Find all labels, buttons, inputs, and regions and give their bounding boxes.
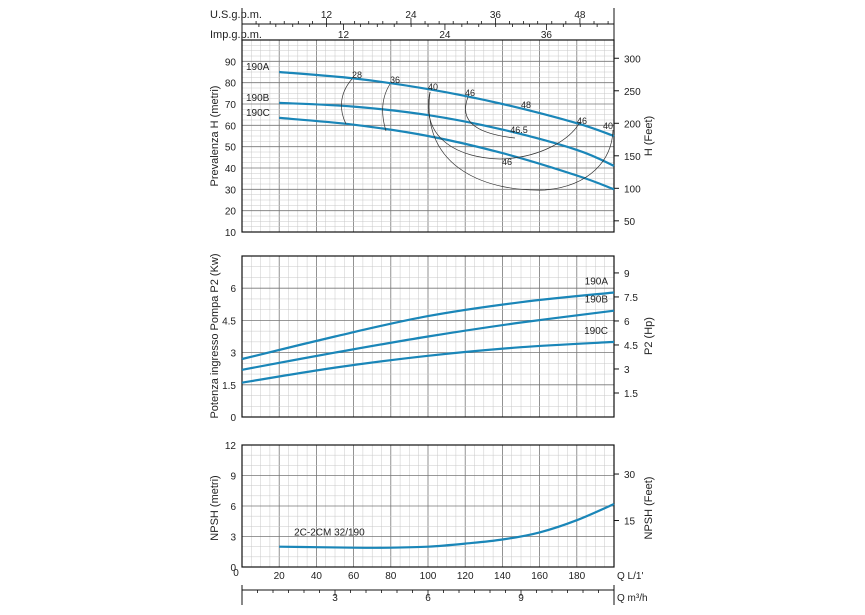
m3h-tick-label: 9	[518, 593, 524, 604]
series-label-190C: 190C	[584, 326, 608, 337]
us-gpm-tick-label: 36	[490, 10, 502, 21]
y-tick-label: 3	[230, 533, 236, 544]
y2-tick-label: 50	[624, 217, 636, 228]
x-tick-label: 60	[348, 571, 360, 582]
y-tick-label: 4.5	[222, 316, 236, 327]
y-tick-label: 1.5	[222, 381, 236, 392]
series-label-190A: 190A	[585, 276, 609, 287]
efficiency-label: 40	[428, 82, 438, 92]
y-tick-label: 20	[225, 207, 237, 218]
y-tick-label: 60	[225, 121, 237, 132]
x-axis-label: Q L/1'	[617, 571, 643, 582]
efficiency-label: 36	[390, 75, 400, 85]
power-curve-190B	[241, 309, 615, 371]
y-tick-label: 50	[225, 143, 237, 154]
y-tick-label: 0	[230, 413, 236, 424]
efficiency-iso-curve	[341, 78, 353, 125]
x-tick-label: 140	[494, 571, 511, 582]
imp-gpm-tick-label: 24	[439, 30, 451, 41]
x-tick-label: 100	[420, 571, 437, 582]
x-tick-label: 40	[311, 571, 323, 582]
y2-tick-label: 7.5	[624, 293, 638, 304]
y2-tick-label: 1.5	[624, 389, 638, 400]
imp-gpm-tick-label: 12	[338, 30, 350, 41]
y2-tick-label: 6	[624, 317, 630, 328]
efficiency-iso-curve	[382, 83, 391, 132]
y-tick-label: 12	[225, 441, 237, 452]
x-tick-label: 160	[531, 571, 548, 582]
x-origin-label: 0	[233, 568, 239, 579]
series-label-190C: 190C	[246, 108, 270, 119]
y-tick-label: 40	[225, 164, 237, 175]
efficiency-label: 46.5	[510, 125, 528, 135]
y-tick-label: 6	[230, 284, 236, 295]
power-curve-190A	[241, 291, 615, 361]
efficiency-label: 46	[465, 88, 475, 98]
series-label-190B: 190B	[246, 93, 270, 104]
y-tick-label: 9	[230, 472, 236, 483]
m3h-axis-label: Q m³/h	[617, 593, 648, 604]
imp-gpm-tick-label: 36	[541, 30, 553, 41]
y-tick-label: 90	[225, 57, 237, 68]
y2-tick-label: 100	[624, 184, 641, 195]
y-tick-label: 6	[230, 502, 236, 513]
y-tick-label: 70	[225, 100, 237, 111]
plot-frame	[241, 255, 615, 418]
y-tick-label: 30	[225, 185, 237, 196]
efficiency-iso-curve	[465, 96, 516, 139]
y2-axis-label: NPSH (Feet)	[643, 477, 655, 540]
shared-axes: 0 20 40 60 80 100 120 140 160 180 Q L/1' 3 6 9 Q m³/h	[233, 568, 648, 605]
efficiency-label: 40	[603, 121, 613, 131]
series-label-190A: 190A	[246, 62, 270, 73]
y2-tick-label: 300	[624, 54, 641, 65]
y-tick-label: 0	[230, 563, 236, 574]
y2-tick-label: 200	[624, 119, 641, 130]
series-label-npsh: 2C-2CM 32/190	[294, 528, 365, 539]
x-tick-label: 120	[457, 571, 474, 582]
series-label-190B: 190B	[585, 295, 609, 306]
head-panel: 90 80 70 60 50 40 30 20 10 300 250 200 150 100 50 Preva…	[209, 8, 655, 239]
y-tick-label: 10	[225, 228, 237, 239]
y-tick-label: 3	[230, 349, 236, 360]
y-axis-label: NPSH (metri)	[209, 475, 221, 540]
y2-tick-label: 150	[624, 152, 641, 163]
y-axis-label: Prevalenza H (metri)	[209, 86, 221, 187]
y2-axis-label: P2 (Hp)	[643, 317, 655, 355]
y2-tick-label: 250	[624, 87, 641, 98]
efficiency-label: 46	[502, 157, 512, 167]
y2-axis-label: H (Feet)	[643, 116, 655, 156]
y-axis-label: Potenza ingresso Pompa P2 (Kw)	[209, 253, 221, 418]
m3h-tick-label: 3	[332, 593, 338, 604]
efficiency-iso-curve	[428, 91, 614, 191]
plot-frame	[241, 444, 615, 568]
y2-tick-label: 30	[624, 470, 636, 481]
efficiency-label: 48	[521, 100, 531, 110]
efficiency-label: 46	[577, 116, 587, 126]
imp-gpm-label: Imp.g.p.m.	[210, 29, 262, 41]
y-tick-label: 80	[225, 79, 237, 90]
us-gpm-tick-label: 48	[574, 10, 586, 21]
head-curve-190B	[279, 101, 615, 167]
efficiency-iso-curve	[428, 91, 581, 160]
power-curve-190C	[241, 340, 615, 384]
npsh-curve	[279, 502, 615, 549]
x-tick-label: 20	[274, 571, 286, 582]
y2-tick-label: 4.5	[624, 341, 638, 352]
head-curve-190C	[279, 116, 615, 191]
us-gpm-tick-label: 24	[405, 10, 417, 21]
m3h-tick-label: 6	[425, 593, 431, 604]
y2-tick-label: 3	[624, 365, 630, 376]
us-gpm-label: U.S.g.p.m.	[210, 9, 262, 21]
x-tick-label: 180	[568, 571, 585, 582]
head-curve-190A	[279, 70, 615, 138]
y2-tick-label: 9	[624, 269, 630, 280]
x-tick-label: 80	[385, 571, 397, 582]
efficiency-label: 28	[352, 70, 362, 80]
y2-tick-label: 15	[624, 517, 636, 528]
us-gpm-tick-label: 12	[321, 10, 333, 21]
